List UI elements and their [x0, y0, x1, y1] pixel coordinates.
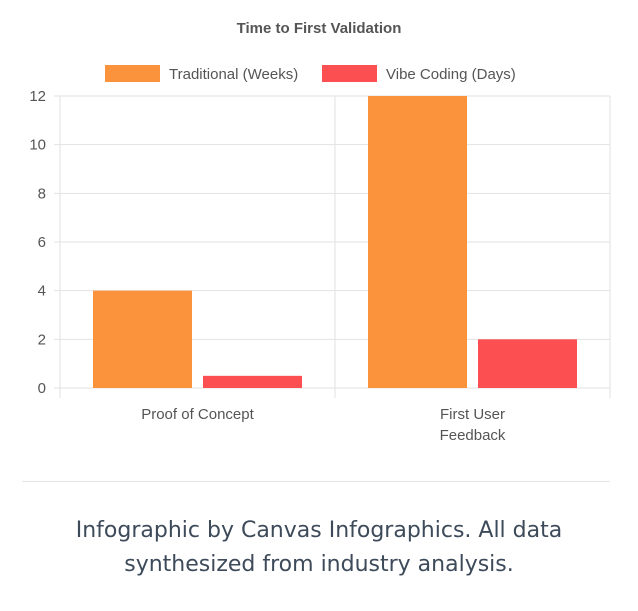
bar-chart: Time to First Validation Traditional (Wee…	[29, 20, 611, 444]
x-tick-label: First User	[440, 406, 505, 423]
legend-label: Traditional (Weeks)	[169, 66, 298, 83]
y-tick-label: 6	[38, 234, 46, 251]
footer-line-1: Infographic by Canvas Infographics. All …	[75, 518, 563, 543]
bar	[368, 96, 467, 388]
y-tick-label: 4	[38, 283, 46, 300]
legend-swatch	[322, 65, 377, 82]
bar	[203, 375, 302, 388]
x-tick-label: Feedback	[440, 427, 506, 444]
divider	[22, 481, 610, 482]
y-tick-label: 12	[29, 88, 46, 105]
y-tick-label: 10	[29, 137, 46, 154]
y-tick-label: 2	[38, 331, 46, 348]
bar	[478, 339, 577, 388]
legend-swatch	[105, 65, 160, 82]
y-tick-label: 8	[38, 185, 46, 202]
y-tick-label: 0	[38, 380, 46, 397]
x-tick-label: Proof of Concept	[141, 406, 254, 423]
bar	[93, 290, 192, 388]
footer-note: Infographic by Canvas Infographics. All …	[0, 514, 638, 582]
footer-line-2: synthesized from industry analysis.	[124, 552, 514, 577]
chart-title: Time to First Validation	[237, 20, 402, 37]
legend-label: Vibe Coding (Days)	[386, 66, 516, 83]
